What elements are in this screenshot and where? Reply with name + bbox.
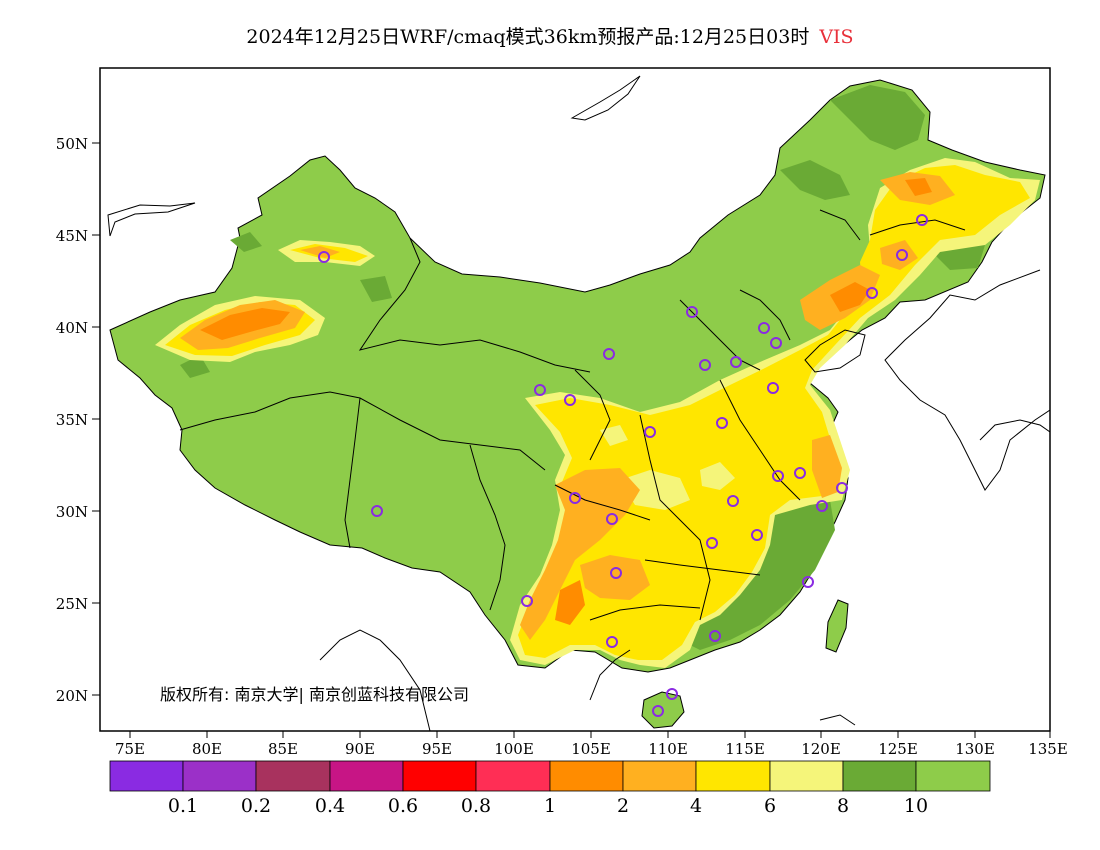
lon-tick-label: 75E [115, 740, 145, 758]
station-marker [836, 482, 848, 494]
lon-tick-label: 115E [725, 740, 765, 758]
lon-tick-label: 105E [571, 740, 611, 758]
lon-tick-label: 135E [1028, 740, 1068, 758]
station-marker [706, 537, 718, 549]
legend-label: 2 [617, 795, 629, 817]
lat-tick-label: 30N [56, 503, 88, 521]
lon-tick-label: 110E [648, 740, 688, 758]
legend-label: 0.2 [241, 795, 271, 817]
visibility-8-inner [600, 425, 735, 510]
legend-swatch [109, 760, 184, 792]
station-marker [686, 306, 698, 318]
station-marker [644, 426, 656, 438]
longitude-axis: 75E 80E 85E 90E 95E 100E 105E 110E 115E … [115, 731, 1068, 758]
visibility-2-zones [200, 178, 932, 625]
map-frame [99, 67, 1051, 732]
legend-colorbar [109, 760, 991, 792]
lon-tick-label: 95E [422, 740, 452, 758]
station-marker [666, 688, 678, 700]
legend-label: 8 [837, 795, 849, 817]
taiwan-island [825, 599, 849, 653]
station-marker [802, 576, 814, 588]
lon-tick-label: 85E [268, 740, 298, 758]
station-marker [866, 287, 878, 299]
station-marker [699, 359, 711, 371]
legend-swatch [622, 760, 697, 792]
station-marker [716, 417, 728, 429]
legend-label: 0.4 [315, 795, 345, 817]
lon-tick-label: 90E [345, 740, 375, 758]
station-marker [606, 636, 618, 648]
station-marker [564, 394, 576, 406]
legend-swatch [182, 760, 257, 792]
station-marker [794, 467, 806, 479]
station-marker [727, 495, 739, 507]
station-marker [371, 505, 383, 517]
legend-label: 6 [764, 795, 776, 817]
station-marker [521, 595, 533, 607]
lon-tick-label: 120E [801, 740, 841, 758]
station-marker [916, 214, 928, 226]
lat-tick-label: 45N [56, 227, 88, 245]
legend-swatch [549, 760, 624, 792]
station-marker [569, 492, 581, 504]
station-marker [534, 384, 546, 396]
border-lines [107, 75, 1050, 731]
station-marker [758, 322, 770, 334]
legend-label: 0.6 [388, 795, 418, 817]
station-marker [816, 500, 828, 512]
legend-label: 4 [690, 795, 702, 817]
legend-swatch [842, 760, 917, 792]
lon-tick-label: 125E [878, 740, 918, 758]
station-marker [767, 382, 779, 394]
latitude-axis: 50N 45N 40N 35N 30N 25N 20N [56, 135, 100, 705]
variable-name: VIS [819, 26, 854, 48]
legend-swatch [402, 760, 477, 792]
station-marker [606, 513, 618, 525]
legend-swatch [475, 760, 551, 792]
station-marker [772, 470, 784, 482]
legend-swatch [329, 760, 404, 792]
lon-tick-label: 80E [192, 740, 222, 758]
lat-tick-label: 50N [56, 135, 88, 153]
station-marker [730, 356, 742, 368]
map-content [107, 75, 1050, 731]
lat-tick-label: 25N [56, 595, 88, 613]
lat-tick-label: 35N [56, 411, 88, 429]
lat-tick-label: 20N [56, 687, 88, 705]
legend-swatch [769, 760, 844, 792]
legend-label: 10 [904, 795, 928, 817]
legend-label: 0.1 [168, 795, 198, 817]
station-marker [751, 529, 763, 541]
legend-swatch [695, 760, 771, 792]
station-marker [896, 249, 908, 261]
lat-tick-label: 40N [56, 319, 88, 337]
station-marker [770, 337, 782, 349]
lon-tick-label: 130E [955, 740, 995, 758]
station-marker [610, 567, 622, 579]
lon-tick-label: 100E [494, 740, 534, 758]
copyright-notice: 版权所有: 南京大学| 南京创蓝科技有限公司 [160, 685, 469, 704]
legend-label: 1 [544, 795, 556, 817]
station-marker [709, 630, 721, 642]
station-marker [652, 705, 664, 717]
station-marker [318, 251, 330, 263]
station-markers [318, 214, 928, 717]
station-marker [603, 348, 615, 360]
legend-label: 0.8 [461, 795, 491, 817]
legend-swatch [915, 760, 991, 792]
title-text: 2024年12月25日WRF/cmaq模式36km预报产品:12月25日03时 [246, 26, 810, 48]
legend-labels: 0.1 0.2 0.4 0.6 0.8 1 2 4 6 8 10 [168, 795, 928, 817]
legend-swatch [255, 760, 331, 792]
map-title: 2024年12月25日WRF/cmaq模式36km预报产品:12月25日03时 V… [0, 22, 1100, 49]
